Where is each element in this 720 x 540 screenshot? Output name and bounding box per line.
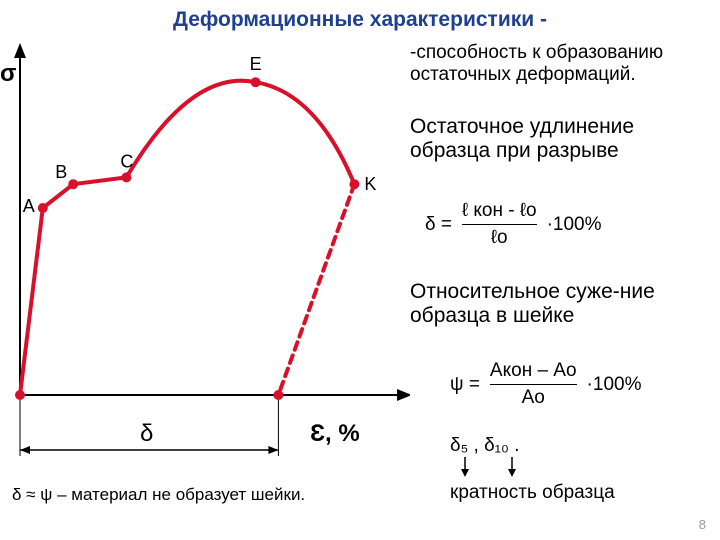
formula-psi: ψ = Aкон – Aо Aо ·100% [450,360,641,409]
formula-psi-suffix: ·100% [587,374,642,396]
formula-psi-lhs: ψ = [450,374,480,396]
svg-text:B: B [55,162,67,182]
formula-psi-den: Aо [490,387,577,409]
delta5-10-label: δ₅ , δ₁₀ . [450,435,520,457]
svg-text:C: C [120,151,133,171]
multiplicity-label: кратность образца [450,482,615,504]
formula-delta-suffix: ·100% [547,214,602,236]
svg-text:E: E [250,54,262,74]
stress-strain-chart: AB C E K [0,0,410,480]
fraction-line [462,224,537,225]
formula-delta-den: ℓо [462,227,537,249]
formula-psi-num: Aкон – Aо [490,360,577,382]
formula-delta: δ = ℓ кон - ℓо ℓо ·100% [425,200,601,249]
arrows-d5-d10 [450,455,570,485]
subtitle-2: Остаточное удлинение образца при разрыве [410,115,710,163]
svg-text:K: K [364,174,376,194]
bottom-note: δ ≈ ψ – материал не образует шейки. [12,485,305,505]
svg-text:A: A [23,196,35,216]
formula-delta-lhs: δ = [425,214,452,236]
subtitle-1: -способность к образованию остаточных де… [410,42,710,86]
formula-delta-num: ℓ кон - ℓо [462,200,537,222]
page-number: 8 [699,517,706,532]
section-2: Относительное суже-ние образца в шейке [410,280,720,328]
fraction-line-2 [490,384,577,385]
